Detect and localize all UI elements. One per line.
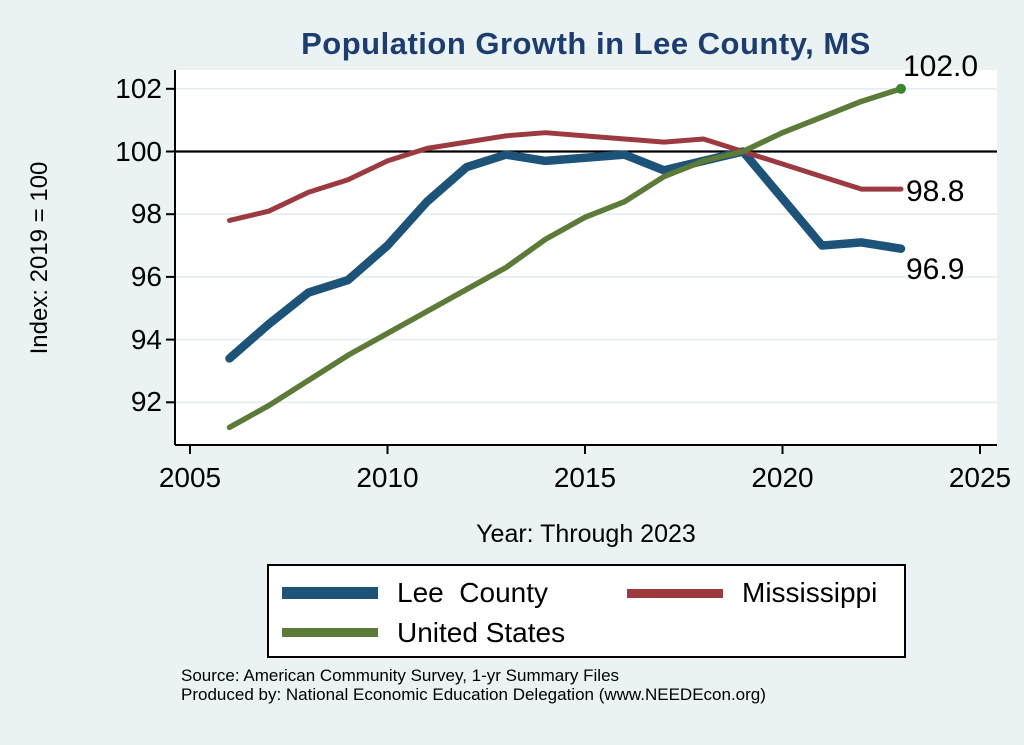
legend: Lee County Mississippi United States — [267, 564, 906, 658]
x-tick-label-2015: 2015 — [553, 462, 617, 493]
legend-label-lee-county: Lee County — [397, 577, 548, 608]
end-marker-dot — [896, 83, 906, 94]
x-tick-label-2010: 2010 — [356, 462, 419, 493]
source-line-2: Produced by: National Economic Education… — [181, 685, 766, 704]
legend-label-united-states: United States — [397, 617, 566, 648]
y-tick-label-92: 92 — [130, 386, 162, 418]
legend-swatch-united-states — [282, 628, 378, 637]
x-tick-label-2020: 2020 — [751, 462, 814, 493]
plot-area — [175, 70, 997, 445]
legend-swatch-lee-county — [282, 587, 378, 599]
y-tick-label-100: 100 — [115, 135, 162, 167]
series-line-united-states — [226, 86, 904, 431]
end-value-label-lee-county: 96.9 — [906, 253, 965, 286]
x-axis-title: Year: Through 2023 — [476, 520, 696, 548]
source-note: Source: American Community Survey, 1-yr … — [181, 666, 766, 704]
series-line-mississippi — [227, 130, 904, 223]
x-tick-label-2005: 2005 — [158, 462, 222, 493]
y-tick-label-96: 96 — [130, 260, 162, 292]
end-value-label-mississippi: 98.8 — [906, 175, 965, 208]
y-tick-label-94: 94 — [130, 323, 162, 355]
y-tick-label-98: 98 — [130, 198, 162, 230]
y-tick-label-102: 102 — [115, 72, 162, 104]
y-axis-title: Index: 2019 = 100 — [26, 161, 53, 355]
x-tick-label-2025: 2025 — [948, 462, 1012, 493]
legend-label-mississippi: Mississippi — [742, 577, 878, 608]
source-line-1: Source: American Community Survey, 1-yr … — [181, 666, 620, 685]
series-line-lee-county — [225, 147, 906, 363]
end-value-label-united-states: 102.0 — [903, 50, 979, 83]
chart-title: Population Growth in Lee County, MS — [301, 26, 871, 61]
legend-swatch-mississippi — [627, 589, 723, 598]
